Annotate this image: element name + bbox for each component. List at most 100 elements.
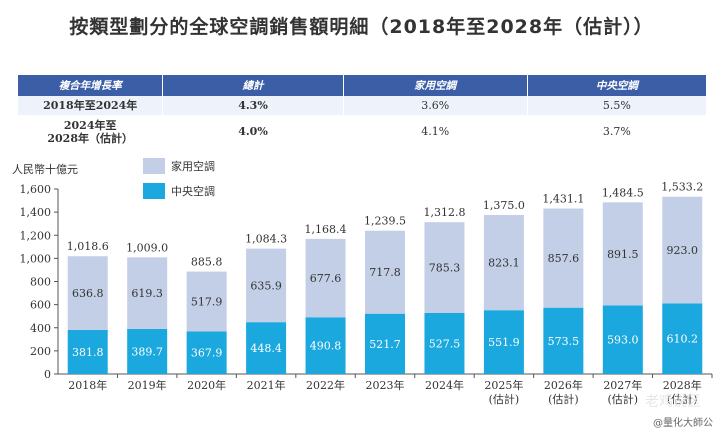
- cagr-header-household: 家用空調: [343, 75, 528, 96]
- data-label-central: 490.8: [310, 340, 342, 353]
- legend-label: 中央空調: [171, 184, 215, 198]
- cagr-central: 3.7%: [527, 115, 706, 148]
- data-label-central: 593.0: [607, 334, 639, 347]
- cagr-header-total: 總計: [162, 75, 344, 96]
- cagr-header-central: 中央空調: [527, 75, 706, 96]
- data-label-central: 551.9: [488, 336, 520, 349]
- bar-central: [424, 313, 465, 374]
- cagr-central: 5.5%: [527, 96, 706, 116]
- y-tick-label: 400: [30, 322, 51, 335]
- data-label-household: 619.3: [131, 287, 163, 300]
- y-tick-label: 1,600: [20, 183, 52, 196]
- cagr-period-line: 2024年至: [63, 118, 117, 132]
- bar-central: [662, 303, 703, 374]
- total-label: 885.8: [191, 256, 223, 269]
- cagr-total: 4.0%: [162, 115, 344, 148]
- y-tick-label: 800: [30, 276, 51, 289]
- x-tick-label: (估計): [548, 392, 579, 406]
- total-label: 1,431.1: [542, 193, 584, 206]
- x-tick-label: 2020年: [187, 378, 226, 392]
- faint-watermark: 老鸡说区: [645, 394, 701, 410]
- bar-household: [602, 202, 643, 306]
- bar-central: [186, 331, 227, 374]
- x-tick-label: 2018年: [68, 378, 107, 392]
- total-label: 1,009.0: [126, 241, 168, 254]
- x-tick-label: (估計): [489, 392, 520, 406]
- cagr-row: 2018年至2024年 4.3% 3.6% 5.5%: [18, 96, 706, 116]
- y-tick-label: 200: [30, 345, 51, 358]
- bar-household: [305, 238, 346, 318]
- total-label: 1,312.8: [423, 206, 465, 219]
- x-tick-label: 2021年: [247, 378, 286, 392]
- data-label-household: 636.8: [72, 287, 104, 300]
- data-label-household: 635.9: [250, 279, 282, 292]
- data-label-household: 717.8: [369, 266, 401, 279]
- bar-household: [246, 248, 287, 323]
- bar-central: [305, 317, 346, 374]
- bar-household: [67, 256, 108, 330]
- data-label-central: 367.9: [191, 347, 223, 360]
- cagr-household: 4.1%: [343, 115, 528, 148]
- y-tick-label: 0: [44, 368, 51, 381]
- x-tick-label: 2025年: [484, 378, 523, 392]
- data-label-central: 527.5: [429, 338, 461, 351]
- x-tick-label: 2027年: [603, 378, 642, 392]
- bar-central: [67, 329, 108, 374]
- y-tick-label: 1,400: [20, 206, 52, 219]
- watermark: @量化大師公: [653, 418, 713, 429]
- y-axis-label: 人民幣十億元: [12, 162, 78, 176]
- total-label: 1,018.6: [67, 240, 109, 253]
- total-label: 1,533.2: [661, 181, 703, 194]
- bar-central: [602, 305, 643, 374]
- data-label-household: 785.3: [429, 262, 461, 275]
- cagr-period-line: 2028年（估計）: [47, 131, 133, 145]
- x-tick-label: 2023年: [366, 378, 405, 392]
- bar-household: [543, 208, 584, 308]
- data-label-household: 677.6: [310, 272, 342, 285]
- legend-swatch: [143, 183, 165, 199]
- data-label-household: 517.9: [191, 296, 223, 309]
- cagr-period: 2024年至 2028年（估計）: [18, 115, 164, 148]
- data-label-central: 381.8: [72, 346, 104, 359]
- x-tick-label: 2024年: [425, 378, 464, 392]
- data-label-household: 923.0: [667, 244, 699, 257]
- legend-label: 家用空調: [171, 159, 215, 173]
- data-label-central: 448.4: [250, 342, 282, 355]
- total-label: 1,168.4: [305, 223, 347, 236]
- total-label: 1,239.5: [364, 215, 406, 228]
- data-label-central: 573.5: [548, 335, 580, 348]
- cagr-row: 2024年至 2028年（估計） 4.0% 4.1% 3.7%: [18, 115, 706, 148]
- cagr-total: 4.3%: [162, 96, 344, 116]
- legend-swatch: [143, 158, 165, 174]
- cagr-household: 3.6%: [343, 96, 528, 116]
- chart-title: 按類型劃分的全球空調銷售額明細（2018年至2028年（估計））: [69, 16, 654, 38]
- data-label-central: 610.2: [667, 333, 699, 346]
- bar-central: [483, 310, 524, 374]
- total-label: 1,484.5: [602, 186, 644, 199]
- cagr-period: 2018年至2024年: [18, 96, 164, 116]
- cagr-header-period: 複合年增長率: [18, 75, 164, 96]
- cagr-table: 複合年增長率 總計 家用空調 中央空調 2018年至2024年 4.3% 3.6…: [18, 75, 706, 148]
- y-tick-label: 1,000: [20, 252, 52, 265]
- cagr-period-line: 2018年至2024年: [43, 99, 138, 112]
- bar-central: [365, 313, 405, 374]
- data-label-household: 891.5: [607, 248, 639, 261]
- x-tick-label: (估計): [608, 392, 639, 406]
- bar-household: [483, 215, 524, 311]
- total-label: 1,375.0: [483, 199, 525, 212]
- x-tick-label: (估計): [667, 392, 698, 406]
- bar-household: [424, 222, 465, 314]
- bar-central: [127, 328, 168, 374]
- x-tick-label: 2028年: [663, 378, 702, 392]
- data-label-central: 521.7: [369, 338, 401, 351]
- x-tick-label: 2022年: [306, 378, 345, 392]
- data-label-household: 823.1: [488, 257, 520, 270]
- bar-central: [543, 307, 584, 374]
- bar-household: [186, 271, 227, 332]
- data-label-central: 389.7: [131, 345, 163, 358]
- y-tick-label: 1,200: [20, 229, 52, 242]
- y-tick-label: 600: [30, 299, 51, 312]
- bar-household: [662, 196, 703, 304]
- data-label-household: 857.6: [548, 252, 580, 265]
